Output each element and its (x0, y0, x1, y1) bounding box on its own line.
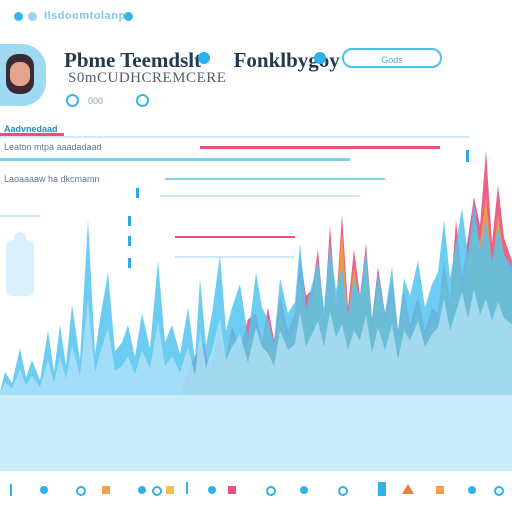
orange-square-icon-2[interactable] (166, 486, 174, 494)
dot-icon-3[interactable] (208, 486, 216, 494)
divider-3 (0, 215, 40, 217)
warning-icon[interactable] (402, 484, 414, 494)
dot-icon-5[interactable] (468, 486, 476, 494)
profile-title-main: Pbme Teemdslt (64, 48, 202, 72)
marker-icon-3 (128, 236, 131, 246)
section-line-2: Laoaaaaw ha dkcmamn (4, 174, 100, 184)
red-rule-3 (175, 236, 295, 238)
verified-icon (198, 52, 210, 64)
dot-icon[interactable] (40, 486, 48, 494)
avatar-face (10, 62, 30, 86)
circle-icon-4[interactable] (338, 486, 348, 496)
chart-series-layer (0, 150, 512, 395)
bottle-icon (6, 232, 34, 296)
red-rule-2 (200, 146, 440, 149)
circle-icon-bottom[interactable] (76, 486, 86, 496)
area-chart (0, 150, 512, 395)
profile-meta: 000 (88, 96, 104, 106)
pin-icon[interactable] (186, 482, 188, 494)
marker-icon-2 (128, 216, 131, 226)
orange-square-icon[interactable] (102, 486, 110, 494)
orange-square-icon-3[interactable] (436, 486, 444, 494)
radio-icon[interactable] (66, 94, 79, 107)
badge-icon (314, 52, 326, 64)
marker-icon (136, 188, 139, 198)
marker-icon-5 (466, 150, 469, 162)
circle-icon[interactable] (28, 12, 37, 21)
circle-icon-2[interactable] (152, 486, 162, 496)
divider-2 (160, 195, 360, 197)
divider (0, 136, 470, 138)
header-button[interactable]: Gods (342, 48, 442, 68)
dot-icon-4[interactable] (300, 486, 308, 494)
pin-icon-2[interactable] (378, 482, 386, 496)
chart-floor (0, 395, 512, 470)
menu-dot-icon[interactable] (14, 12, 23, 21)
top-bar-text: Ilsdoomtolanp (44, 10, 126, 22)
profile-subtitle: S0mCUDHCREMCERE (68, 70, 227, 86)
series-overlay (0, 289, 512, 395)
radio-icon-2[interactable] (136, 94, 149, 107)
avatar[interactable] (0, 44, 46, 106)
series-area-0 (0, 202, 512, 395)
section-line-1: Leaton mtpa aaadadaad (4, 142, 102, 152)
circle-icon-3[interactable] (266, 486, 276, 496)
red-rule (0, 133, 64, 136)
divider-4 (175, 256, 295, 258)
status-dot-icon[interactable] (124, 12, 133, 21)
section-heading: Aadvnedaad (4, 124, 58, 134)
blue-rule (0, 158, 350, 161)
dot-icon-2[interactable] (138, 486, 146, 494)
marker-icon-4 (128, 258, 131, 268)
circle-icon-5[interactable] (494, 486, 504, 496)
divider-icon (10, 484, 12, 496)
top-bar: Ilsdoomtolanp (0, 0, 512, 34)
red-square-icon[interactable] (228, 486, 236, 494)
blue-rule-2 (165, 178, 385, 180)
